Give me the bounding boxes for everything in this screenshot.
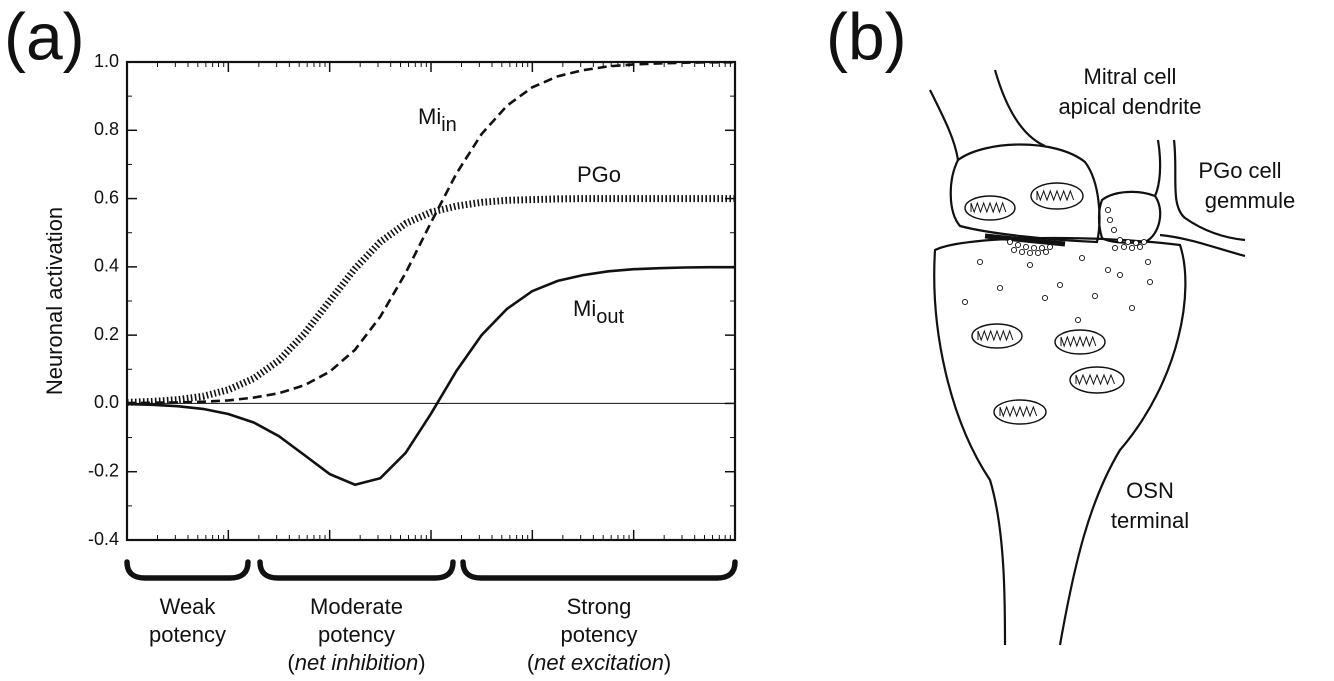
vesicle: [1092, 293, 1097, 298]
vesicle: [1039, 245, 1044, 250]
y-tick-label: 0.2: [94, 324, 119, 344]
series-subscript: out: [596, 306, 624, 328]
vesicle: [1015, 242, 1020, 247]
series-label: PGo: [577, 162, 621, 187]
region-note: (net inhibition): [287, 650, 425, 675]
vesicle: [1023, 244, 1028, 249]
y-tick-label: 0.4: [94, 256, 119, 276]
vesicle: [962, 299, 967, 304]
vesicle: [1105, 207, 1110, 212]
cristae: [971, 191, 1115, 416]
gemmule: [1099, 192, 1160, 243]
y-tick-label: -0.2: [88, 460, 119, 480]
vesicle: [1042, 295, 1047, 300]
vesicle: [1075, 317, 1080, 322]
diagram-label: gemmule: [1205, 188, 1295, 213]
series-name: Mi: [418, 104, 441, 129]
region-label: Strong: [567, 594, 632, 619]
bracket: [463, 562, 735, 578]
dendrite-outline: [930, 90, 958, 160]
region-label: potency: [560, 622, 637, 647]
note-part: net inhibition: [295, 650, 419, 675]
diagram: Mitral cell apical dendrite PGo cell gem…: [930, 64, 1295, 645]
bracket: [127, 562, 248, 578]
y-tick-label: 1.0: [94, 51, 119, 71]
vesicle: [1147, 279, 1152, 284]
region-note: (net excitation): [527, 650, 671, 675]
series-line: [127, 267, 735, 485]
diagram-label: apical dendrite: [1058, 94, 1201, 119]
plot-frame: [127, 62, 735, 540]
vesicle: [1141, 239, 1146, 244]
region-label: Moderate: [310, 594, 403, 619]
vesicle: [1129, 245, 1134, 250]
vesicle: [1057, 282, 1062, 287]
vesicle: [1133, 240, 1138, 245]
vesicle: [1117, 272, 1122, 277]
vesicle: [1117, 237, 1122, 242]
note-part: ): [418, 650, 425, 675]
y-tick-label: 0.6: [94, 187, 119, 207]
diagram-label: PGo cell: [1198, 158, 1281, 183]
vesicle: [1121, 244, 1126, 249]
vesicle: [1137, 244, 1142, 249]
vesicle: [1019, 249, 1024, 254]
vesicle: [1011, 247, 1016, 252]
vesicle: [1079, 255, 1084, 260]
panel-label: (b): [826, 0, 907, 73]
vesicle: [1105, 267, 1110, 272]
figure: (a) (b) Neuronal activation Mitral cell …: [0, 0, 1334, 681]
vesicle: [1047, 244, 1052, 249]
panel-label: (a): [4, 0, 85, 73]
vesicle: [1027, 262, 1032, 267]
series-name: Mi: [573, 296, 596, 321]
bracket: [260, 562, 453, 578]
vesicle: [1031, 245, 1036, 250]
dendrite-outline: [995, 70, 1045, 146]
note-part: net excitation: [534, 650, 664, 675]
vesicles: [962, 207, 1152, 322]
diagram-label: OSN: [1126, 478, 1174, 503]
vesicle: [1007, 239, 1012, 244]
diagram-label: terminal: [1111, 508, 1189, 533]
gemmule-process: [1155, 140, 1160, 196]
y-axis-label: Neuronal activation: [42, 207, 67, 395]
region-label: Weak: [160, 594, 217, 619]
vesicle: [1145, 259, 1150, 264]
diagram-label: Mitral cell: [1084, 64, 1177, 89]
y-tick-label: -0.4: [88, 529, 119, 549]
vesicle: [1035, 250, 1040, 255]
series-line: [127, 199, 735, 403]
series-subscript: in: [441, 114, 457, 136]
series-name: PGo: [577, 162, 621, 187]
vesicle: [1107, 217, 1112, 222]
vesicle: [1112, 245, 1117, 250]
region-label: potency: [149, 622, 226, 647]
series-label: Miout: [573, 296, 624, 328]
y-tick-label: 0.8: [94, 119, 119, 139]
vesicle: [1111, 227, 1116, 232]
vesicle: [1129, 305, 1134, 310]
region-label: potency: [318, 622, 395, 647]
vesicle: [997, 285, 1002, 290]
vesicle: [1125, 239, 1130, 244]
series-label: Miin: [418, 104, 457, 136]
vesicle: [1027, 250, 1032, 255]
note-part: ): [664, 650, 671, 675]
osn-terminal: [934, 238, 1185, 645]
y-tick-label: 0.0: [94, 392, 119, 412]
vesicle: [977, 259, 982, 264]
vesicle: [1043, 249, 1048, 254]
